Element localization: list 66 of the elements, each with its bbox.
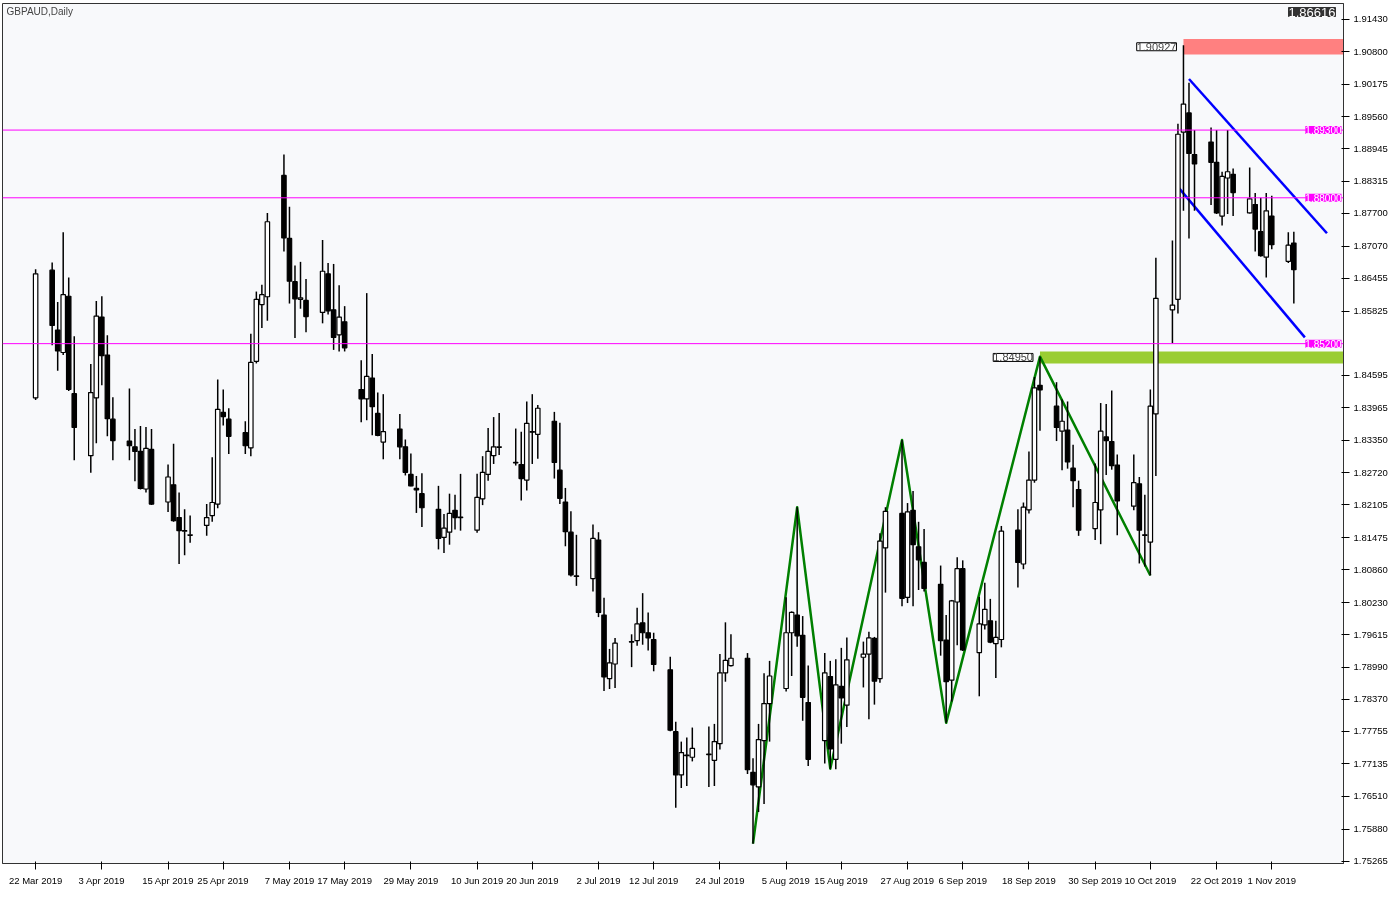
y-tick-label: 1.78990: [1353, 661, 1388, 673]
x-tick-label: 20 Jun 2019: [506, 874, 559, 886]
candlestick: [915, 521, 922, 591]
x-tick-label: 15 Aug 2019: [814, 874, 868, 886]
x-tick-label: 2 Jul 2019: [576, 874, 621, 886]
y-tick-label: 1.75265: [1353, 855, 1388, 867]
y-tick-label: 1.82105: [1353, 498, 1388, 510]
x-tick-label: 17 May 2019: [317, 874, 373, 886]
y-tick-label: 1.77755: [1353, 725, 1388, 737]
y-tick-label: 1.91430: [1353, 13, 1388, 25]
y-tick-label: 1.90175: [1353, 78, 1388, 90]
ref-line-label: 1.85200: [1305, 338, 1342, 350]
band-label: 1.90927: [1136, 40, 1177, 53]
candlestick: [126, 387, 133, 462]
candlestick: [225, 407, 232, 455]
candlestick: [413, 475, 420, 514]
candlestick: [628, 633, 635, 668]
candlestick: [1169, 239, 1176, 344]
y-tick-label: 1.80230: [1353, 596, 1388, 608]
candlestick: [187, 514, 193, 544]
x-tick-label: 3 Apr 2019: [78, 874, 125, 886]
x-tick-label: 29 May 2019: [383, 874, 439, 886]
x-tick-label: 22 Oct 2019: [1190, 874, 1243, 886]
y-tick-label: 1.83965: [1353, 401, 1388, 413]
candlestick: [408, 452, 414, 488]
y-tick-label: 1.80860: [1353, 563, 1388, 575]
y-tick-label: 1.75880: [1353, 823, 1388, 835]
x-tick-label: 10 Oct 2019: [1124, 874, 1177, 886]
x-tick-label: 10 Jun 2019: [450, 874, 504, 886]
ref-line-label: 1.88000: [1305, 192, 1342, 204]
x-tick-label: 22 Mar 2019: [8, 874, 63, 886]
x-tick-label: 27 Aug 2019: [880, 874, 934, 886]
x-tick-label: 5 Aug 2019: [761, 874, 810, 886]
y-tick-label: 1.88315: [1353, 175, 1388, 187]
y-tick-label: 1.82720: [1353, 466, 1388, 478]
candlestick: [1191, 129, 1198, 212]
y-tick-label: 1.86455: [1353, 272, 1388, 284]
y-tick-label: 1.87700: [1353, 207, 1388, 219]
x-tick-label: 1 Nov 2019: [1247, 874, 1297, 886]
y-tick-label: 1.88945: [1353, 142, 1388, 154]
x-tick-label: 18 Sep 2019: [1002, 874, 1056, 886]
y-tick-label: 1.83350: [1353, 434, 1388, 446]
y-tick-label: 1.77135: [1353, 757, 1388, 769]
y-tick-label: 1.85825: [1353, 305, 1388, 317]
y-tick-label: 1.79615: [1353, 628, 1388, 640]
ref-line-label: 1.89300: [1305, 125, 1342, 137]
x-tick-label: 15 Apr 2019: [142, 874, 194, 886]
x-tick-label: 7 May 2019: [264, 874, 315, 886]
y-tick-label: 1.90800: [1353, 45, 1388, 57]
y-tick-label: 1.89560: [1353, 110, 1388, 122]
candlestick: [110, 396, 116, 462]
x-tick-label: 30 Sep 2019: [1068, 874, 1123, 886]
x-tick-label: 25 Apr 2019: [197, 874, 249, 886]
y-tick-label: 1.81475: [1353, 531, 1388, 543]
annotation: 1.86616: [1288, 4, 1336, 20]
y-tick-label: 1.84595: [1353, 369, 1388, 381]
candlestick: [1070, 443, 1076, 508]
x-tick-label: 12 Jul 2019: [629, 874, 679, 886]
x-tick-label: 24 Jul 2019: [695, 874, 745, 886]
candlestick: [303, 278, 309, 333]
y-tick-label: 1.78370: [1353, 693, 1388, 705]
y-tick-label: 1.87070: [1353, 240, 1388, 252]
candlestick: [419, 472, 425, 528]
x-tick-label: 6 Sep 2019: [938, 874, 988, 886]
y-tick-label: 1.76510: [1353, 790, 1388, 802]
chart-title: GBPAUD,Daily: [6, 5, 73, 17]
